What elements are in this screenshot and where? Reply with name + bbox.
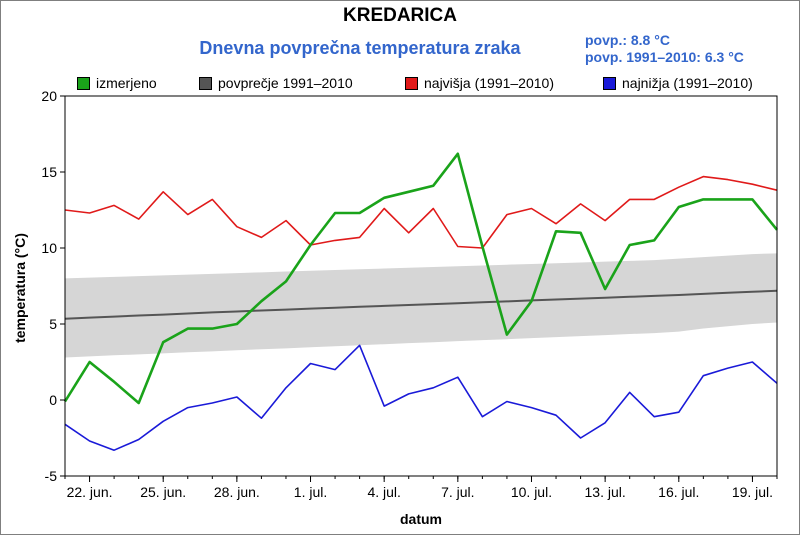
y-tick-label: 15 (41, 164, 57, 180)
y-tick-label: -5 (45, 468, 58, 484)
legend-item-povprecje: povprečje 1991–2010 (199, 74, 353, 92)
legend-label-izmerjeno: izmerjeno (96, 75, 157, 91)
legend-label-povprecje: povprečje 1991–2010 (218, 75, 353, 91)
legend: izmerjeno povprečje 1991–2010 najvišja (… (77, 74, 797, 92)
series-povprecje-line (64, 289, 778, 320)
legend-swatch-povprecje (199, 76, 212, 90)
legend-item-najvisja: najvišja (1991–2010) (405, 74, 554, 92)
stats-mean: povp.: 8.8 °C (585, 32, 670, 48)
series-layer (63, 152, 779, 452)
stats-box: povp.: 8.8 °C povp. 1991–2010: 6.3 °C (585, 32, 744, 66)
series-najvisja-line (64, 175, 778, 249)
x-tick-label: 1. jul. (294, 484, 327, 500)
x-tick-label: 25. jun. (140, 484, 186, 500)
x-tick-label: 4. jul. (367, 484, 400, 500)
y-tick-label: 20 (41, 88, 57, 104)
series-najnizja-line (64, 344, 778, 452)
stats-mean-1991-2010: povp. 1991–2010: 6.3 °C (585, 49, 744, 65)
plot-border (64, 95, 778, 477)
legend-label-najvisja: najvišja (1991–2010) (424, 75, 554, 91)
legend-swatch-najvisja (405, 76, 418, 90)
series-izmerjeno-line (63, 152, 779, 405)
legend-swatch-izmerjeno (77, 76, 90, 90)
axis-layer: -5 0 5 10 15 20 22. jun. 25. jun. 28. jun. 1. jul… (41, 88, 778, 500)
y-tick-label: 10 (41, 240, 57, 256)
x-tick-label: 22. jun. (67, 484, 113, 500)
x-tick-label: 19. jul. (732, 484, 773, 500)
legend-item-izmerjeno: izmerjeno (77, 74, 157, 92)
x-tick-label: 7. jul. (441, 484, 474, 500)
legend-swatch-najnizja (603, 76, 616, 90)
x-axis-label: datum (400, 511, 442, 527)
chart-subtitle: Dnevna povprečna temperatura zraka (199, 38, 521, 58)
legend-item-najnizja: najnižja (1991–2010) (603, 74, 753, 92)
y-axis-label: temperatura (°C) (12, 233, 28, 343)
x-tick-label: 10. jul. (511, 484, 552, 500)
y-tick-label: 0 (49, 392, 57, 408)
x-tick-label: 28. jun. (214, 484, 260, 500)
chart-title: KREDARICA (343, 5, 457, 26)
x-tick-label: 13. jul. (585, 484, 626, 500)
x-tick-label: 16. jul. (658, 484, 699, 500)
y-tick-label: 5 (49, 316, 57, 332)
legend-label-najnizja: najnižja (1991–2010) (622, 75, 753, 91)
